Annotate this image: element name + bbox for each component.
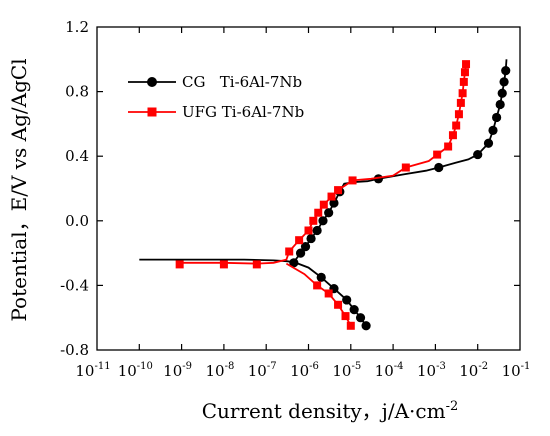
- data-point-square: [219, 260, 228, 269]
- data-point-square: [285, 247, 294, 256]
- series-line: [179, 63, 467, 265]
- x-tick-label: 10-10: [118, 361, 153, 380]
- legend-label: CG Ti-6Al-7Nb: [182, 73, 302, 91]
- legend-label: UFG Ti-6Al-7Nb: [182, 103, 304, 121]
- data-point-circle: [495, 99, 505, 110]
- series-layer: [139, 59, 511, 331]
- data-point-circle: [483, 138, 494, 148]
- data-point-circle: [329, 198, 339, 208]
- data-point-square: [327, 192, 336, 201]
- x-tick-label: 10-4: [375, 361, 404, 380]
- data-point-square: [458, 89, 467, 98]
- y-tick-label: 1.2: [65, 18, 89, 36]
- y-axis-ticks: -0.8 -0.4 0.0 0.4 0.8 1.2: [60, 18, 520, 359]
- data-point-circle: [318, 216, 328, 226]
- data-point-square: [459, 77, 468, 86]
- data-point-circle: [434, 162, 444, 173]
- data-point-circle: [312, 225, 322, 236]
- y-tick-label: 0.8: [65, 83, 89, 101]
- plot-frame: [96, 26, 521, 351]
- data-point-square: [252, 260, 261, 269]
- x-tick-label: 10-5: [332, 361, 361, 380]
- data-point-square: [319, 200, 328, 209]
- data-point-circle: [497, 88, 507, 98]
- x-tick-label: 10-9: [163, 361, 192, 380]
- data-point-square: [175, 260, 184, 269]
- data-point-square: [295, 236, 304, 245]
- x-axis-ticks: 10-11 10-10 10-9 10-8 10-7 10-6 10-5 10-4 10-3 10…: [75, 27, 530, 380]
- data-point-circle: [499, 77, 509, 87]
- x-tick-label: 10-8: [205, 361, 234, 380]
- x-tick-label: 10-2: [459, 361, 488, 380]
- legend: CG Ti-6Al-7Nb UFG Ti-6Al-7Nb: [128, 73, 304, 121]
- data-point-square: [401, 163, 410, 172]
- data-point-square: [314, 208, 323, 217]
- data-point-circle: [300, 242, 311, 252]
- data-point-square: [456, 98, 465, 107]
- x-tick-label: 10-7: [248, 361, 277, 380]
- data-point-circle: [306, 233, 316, 244]
- x-tick-label: 10-6: [290, 361, 319, 380]
- series-line: [293, 261, 367, 327]
- y-tick-label: 0.4: [65, 147, 89, 165]
- data-point-square: [452, 121, 461, 130]
- series-line: [285, 262, 352, 327]
- x-tick-label: 10-11: [75, 361, 110, 380]
- y-tick-label: -0.8: [60, 341, 89, 359]
- data-point-square: [334, 186, 343, 195]
- data-point-square: [433, 150, 442, 159]
- y-tick-label: -0.4: [60, 276, 89, 294]
- data-point-circle: [324, 208, 334, 218]
- data-point-square: [309, 216, 318, 225]
- legend-marker-square: [147, 107, 157, 117]
- data-point-circle: [492, 112, 502, 123]
- data-point-circle: [501, 66, 511, 76]
- data-point-circle: [473, 149, 483, 160]
- data-point-square: [462, 60, 471, 69]
- x-axis-title: Current density，j/A·cm-2: [202, 399, 459, 423]
- legend-marker-circle: [147, 77, 157, 87]
- x-tick-label: 10-3: [417, 361, 446, 380]
- plot-border: [96, 26, 521, 351]
- x-tick-label: 10-1: [502, 361, 531, 380]
- data-point-circle: [488, 125, 498, 135]
- data-point-square: [444, 142, 453, 151]
- data-point-circle: [295, 248, 306, 258]
- data-point-square: [304, 226, 313, 235]
- y-axis-title: Potential，E/V vs Ag/AgCl: [7, 58, 31, 321]
- y-tick-label: 0.0: [65, 212, 89, 230]
- data-point-square: [460, 68, 469, 77]
- data-point-square: [454, 110, 463, 119]
- data-point-square: [448, 131, 457, 140]
- data-point-square: [348, 176, 357, 185]
